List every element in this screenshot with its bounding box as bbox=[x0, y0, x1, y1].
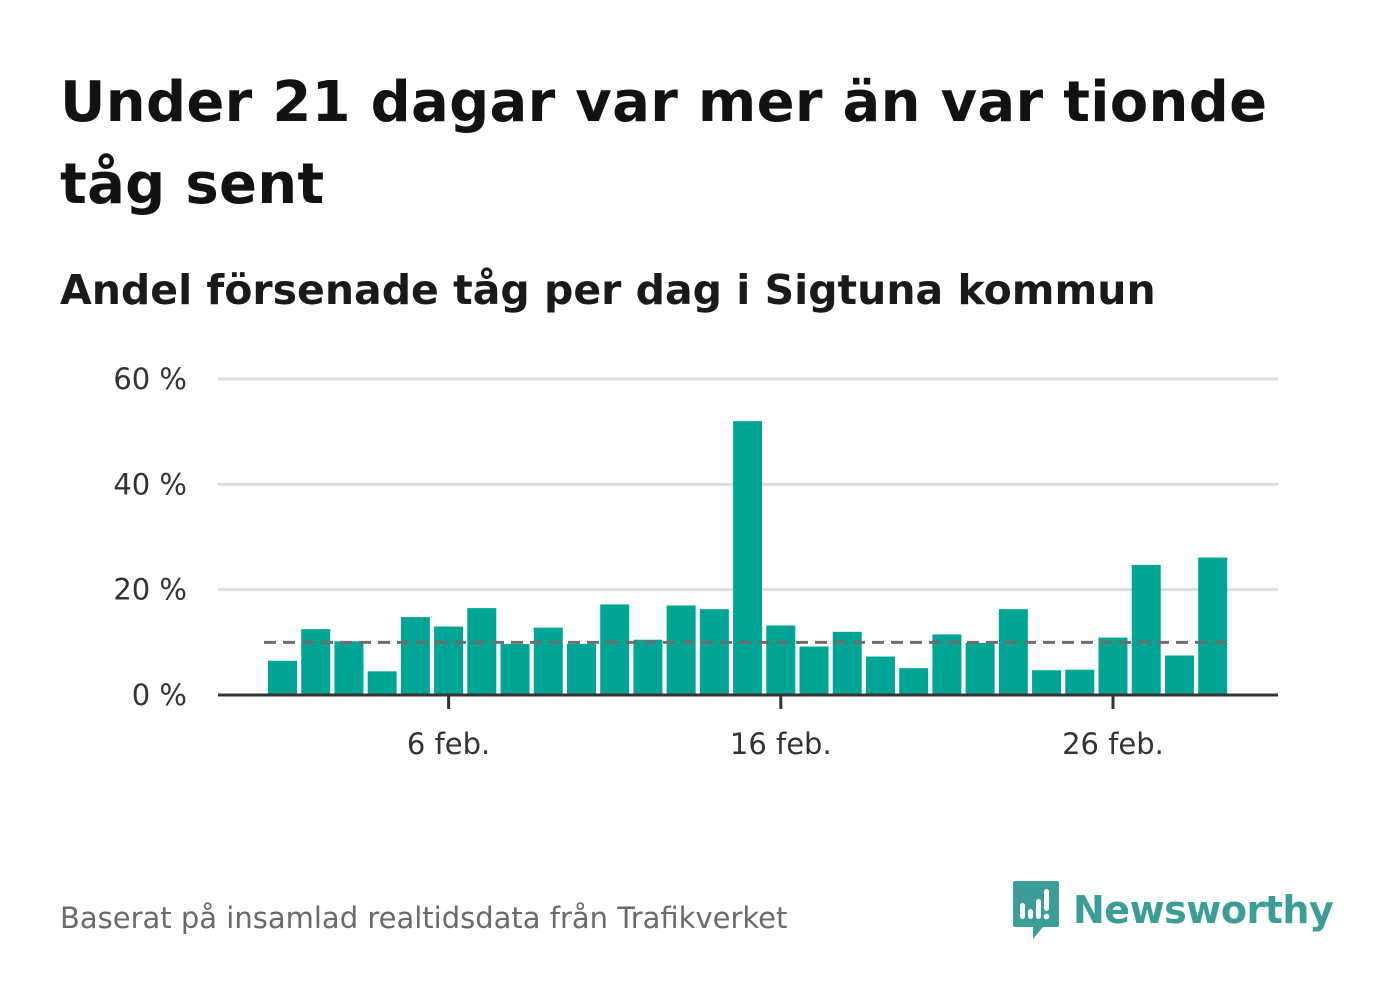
source-note: Baserat på insamlad realtidsdata från Tr… bbox=[60, 901, 788, 935]
bars: 1 feb.: 6.5 %2 feb.: 12.5 %3 feb.: 10.2 … bbox=[268, 421, 1228, 695]
chart-subtitle: Andel försenade tåg per dag i Sigtuna ko… bbox=[60, 266, 1156, 314]
bar: 5 feb.: 14.8 % bbox=[400, 617, 430, 695]
bar: 8 feb.: 9.7 % bbox=[500, 643, 530, 695]
bar: 21 feb.: 11.5 % bbox=[932, 634, 962, 695]
bar: 10 feb.: 9.7 % bbox=[566, 643, 596, 695]
bar: 6 feb.: 13 % bbox=[434, 626, 464, 695]
bar: 27 feb.: 24.7 % bbox=[1131, 564, 1161, 695]
bar: 9 feb.: 12.8 % bbox=[533, 627, 563, 695]
y-tick-label: 40 % bbox=[113, 467, 187, 501]
y-tick-label: 60 % bbox=[113, 362, 187, 396]
bar: 26 feb.: 10.9 % bbox=[1098, 637, 1128, 695]
x-tick-label: 6 feb. bbox=[407, 727, 490, 761]
bar: 13 feb.: 17 % bbox=[666, 605, 696, 695]
bar-chart: 0 % 20 % 40 % 60 % 1 feb.: 6.5 %2 feb.: 12.… bbox=[113, 362, 1278, 761]
bar: 3 feb.: 10.2 % bbox=[334, 641, 364, 695]
y-tick-label: 0 % bbox=[132, 678, 187, 712]
x-tick-label: 16 feb. bbox=[730, 727, 832, 761]
bar: 2 feb.: 12.5 % bbox=[301, 629, 331, 695]
bar: 16 feb.: 13.2 % bbox=[766, 625, 796, 695]
chart-title: Under 21 dagar var mer än var tionde tåg… bbox=[60, 70, 1268, 217]
x-axis: 6 feb. 16 feb. 26 feb. bbox=[218, 693, 1278, 761]
bar: 23 feb.: 16.3 % bbox=[998, 609, 1028, 695]
newsworthy-logo-icon bbox=[1013, 881, 1059, 939]
brand-name: Newsworthy bbox=[1073, 888, 1334, 932]
y-tick-label: 20 % bbox=[113, 573, 187, 607]
bar: 25 feb.: 4.8 % bbox=[1065, 669, 1095, 695]
bar: 20 feb.: 5.1 % bbox=[899, 668, 929, 695]
bar: 19 feb.: 7.3 % bbox=[865, 656, 895, 695]
bar: 7 feb.: 16.5 % bbox=[467, 608, 497, 695]
bar: 24 feb.: 4.7 % bbox=[1032, 670, 1062, 695]
bar: 28 feb.: 7.5 % bbox=[1164, 655, 1194, 695]
bar: 11 feb.: 17.2 % bbox=[600, 604, 630, 695]
bar: 4 feb.: 4.5 % bbox=[367, 671, 397, 695]
brand-logo: Newsworthy bbox=[1011, 878, 1334, 942]
bar: 14 feb.: 16.3 % bbox=[699, 609, 729, 695]
bar: 15 feb.: 52 % bbox=[733, 421, 763, 695]
bar: 17 feb.: 9.2 % bbox=[799, 646, 829, 695]
y-axis-labels: 0 % 20 % 40 % 60 % bbox=[113, 362, 187, 712]
bar: 22 feb.: 9.9 % bbox=[965, 642, 995, 695]
x-tick-label: 26 feb. bbox=[1062, 727, 1164, 761]
bar: 12 feb.: 10.5 % bbox=[633, 639, 663, 695]
bar: 29 feb.: 26.1 % bbox=[1198, 557, 1228, 695]
bar: 1 feb.: 6.5 % bbox=[268, 660, 297, 695]
